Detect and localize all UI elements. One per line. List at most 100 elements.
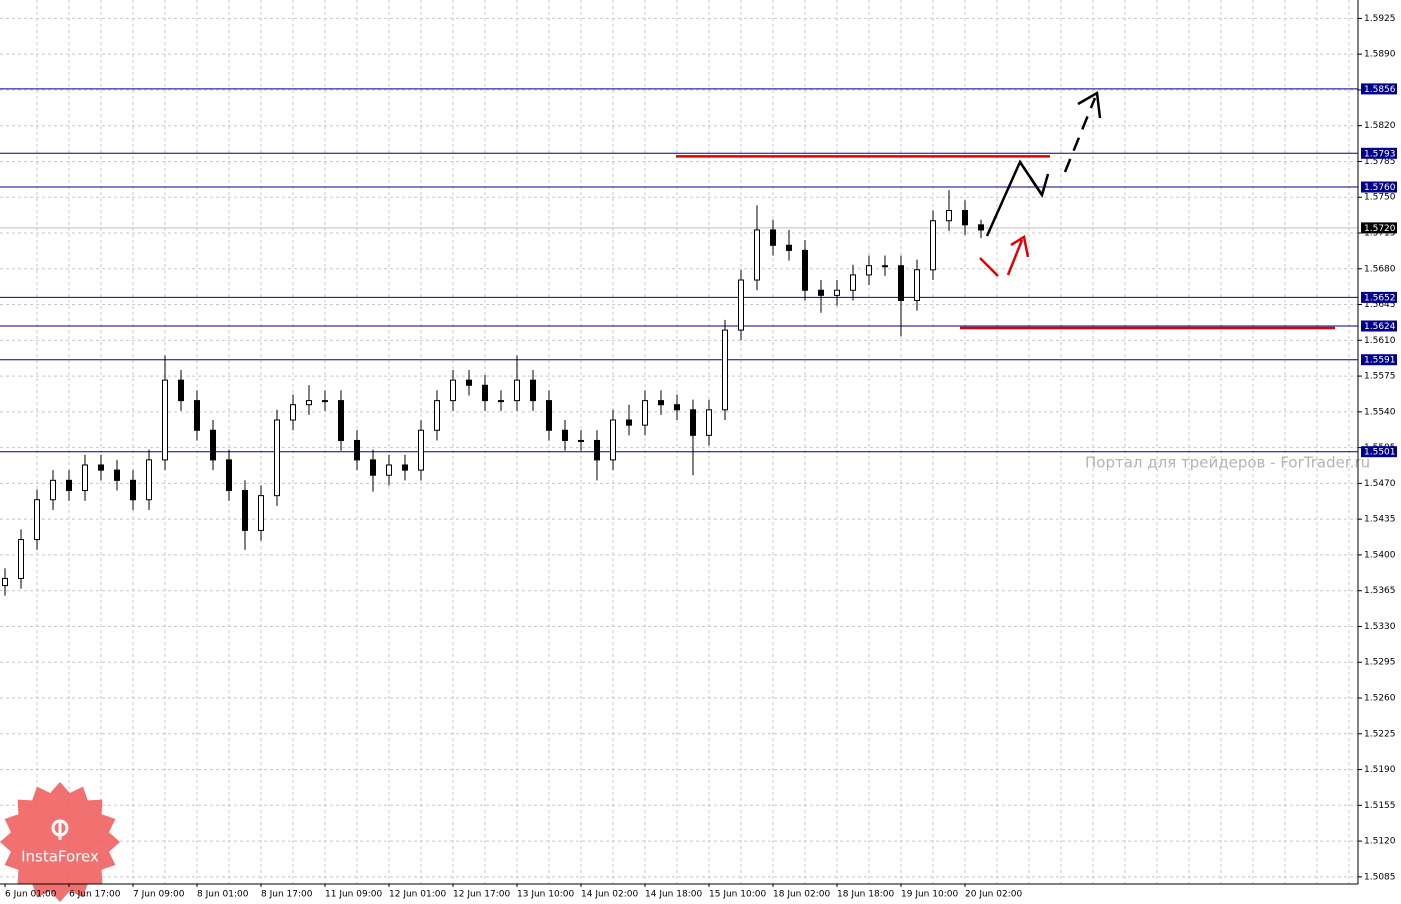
candle-body — [706, 409, 712, 436]
candle-body — [514, 379, 520, 402]
candle-body — [226, 459, 232, 492]
candle-body — [946, 210, 952, 222]
y-tick-label: 1.5365 — [1364, 586, 1396, 596]
candle-body — [290, 404, 296, 421]
level-label-box — [1361, 354, 1397, 366]
candle-body — [834, 289, 840, 296]
candle-body — [130, 479, 136, 501]
candle-body — [274, 419, 280, 497]
candle-body — [338, 400, 344, 441]
level-label-box — [1361, 291, 1397, 303]
y-tick-label: 1.5085 — [1364, 872, 1396, 882]
candle-body — [978, 224, 984, 231]
y-tick-label: 1.5890 — [1364, 50, 1396, 60]
candle-body — [482, 384, 488, 402]
watermark: Портал для трейдеров - ForTrader.ru — [1085, 454, 1370, 472]
candle-body — [754, 229, 760, 281]
y-tick-label: 1.5190 — [1364, 765, 1396, 775]
x-tick-label: 12 Jun 17:00 — [453, 890, 510, 900]
y-tick-label: 1.5295 — [1364, 658, 1396, 668]
x-tick-label: 11 Jun 09:00 — [325, 890, 382, 900]
candle-body — [626, 419, 632, 426]
candle-body — [354, 439, 360, 461]
y-tick-label: 1.5330 — [1364, 622, 1396, 632]
candle-body — [370, 459, 376, 476]
x-tick-label: 6 Jun 01:00 — [5, 890, 57, 900]
level-label: 1.5793 — [1364, 149, 1396, 159]
candle-body — [802, 249, 808, 291]
candle-body — [306, 400, 312, 406]
candle-body — [562, 429, 568, 441]
level-label: 1.5856 — [1364, 85, 1396, 95]
candle-body — [322, 400, 328, 403]
candle-body — [210, 429, 216, 461]
candle-body — [690, 409, 696, 436]
level-label: 1.5624 — [1364, 322, 1396, 332]
alt-arrow — [1006, 239, 1024, 276]
levels — [0, 88, 1358, 453]
x-tick-label: 15 Jun 10:00 — [709, 890, 766, 900]
y-tick-label: 1.5715 — [1364, 229, 1396, 239]
candle-body — [194, 400, 200, 431]
x-tick-label: 8 Jun 01:00 — [197, 890, 249, 900]
candle-body — [594, 439, 600, 461]
candle-body — [18, 539, 24, 579]
arrow-head — [1028, 173, 1050, 198]
candle-body — [2, 577, 8, 587]
level-label-box — [1361, 181, 1397, 193]
candle-body — [962, 210, 968, 226]
candle-body — [898, 265, 904, 301]
candles — [2, 190, 984, 596]
y-tick-label: 1.5645 — [1364, 300, 1396, 310]
y-tick-label: 1.5575 — [1364, 372, 1396, 382]
candle-body — [466, 379, 472, 386]
candle-body — [786, 244, 792, 251]
level-label: 1.5591 — [1364, 356, 1396, 366]
y-tick-label: 1.5540 — [1364, 407, 1396, 417]
y-tick-label: 1.5820 — [1364, 121, 1396, 131]
x-tick-label: 13 Jun 10:00 — [517, 890, 574, 900]
forecast-arrow-dashed — [1063, 97, 1097, 173]
candle-body — [98, 464, 104, 471]
level-label-box — [1361, 147, 1397, 159]
price-label: 1.5720 — [1364, 224, 1396, 234]
candle-body — [258, 495, 264, 531]
y-tick-label: 1.5435 — [1364, 515, 1396, 525]
y-tick-label: 1.5400 — [1364, 550, 1396, 560]
candle-body — [770, 229, 776, 246]
x-tick-label: 8 Jun 17:00 — [261, 890, 313, 900]
candle-body — [418, 429, 424, 471]
candle-body — [434, 400, 440, 431]
y-tick-label: 1.5260 — [1364, 694, 1396, 704]
candle-body — [66, 479, 72, 492]
level-label-box — [1361, 446, 1397, 458]
y-tick-label: 1.5925 — [1364, 14, 1396, 24]
candle-body — [882, 265, 888, 268]
candle-body — [146, 459, 152, 501]
x-tick-label: 20 Jun 02:00 — [965, 890, 1022, 900]
candle-body — [642, 400, 648, 426]
x-tick-label: 14 Jun 18:00 — [645, 890, 702, 900]
candle-body — [162, 379, 168, 461]
candle-body — [930, 220, 936, 271]
y-tick-label: 1.5680 — [1364, 264, 1396, 274]
x-tick-label: 6 Jun 17:00 — [69, 890, 121, 900]
price-label-box — [1361, 222, 1397, 234]
level-label-box — [1361, 320, 1397, 332]
candle-body — [34, 499, 40, 541]
candle-body — [578, 439, 584, 442]
candle-body — [658, 400, 664, 406]
candle-body — [242, 490, 248, 531]
level-label-box — [1361, 83, 1397, 95]
y-tick-label: 1.5225 — [1364, 729, 1396, 739]
candle-body — [818, 289, 824, 296]
candle-body — [530, 379, 536, 402]
x-tick-label: 14 Jun 02:00 — [581, 890, 638, 900]
x-tick-label: 7 Jun 09:00 — [133, 890, 185, 900]
candle-body — [50, 479, 56, 501]
annotations — [979, 90, 1102, 277]
x-tick-label: 18 Jun 18:00 — [837, 890, 894, 900]
